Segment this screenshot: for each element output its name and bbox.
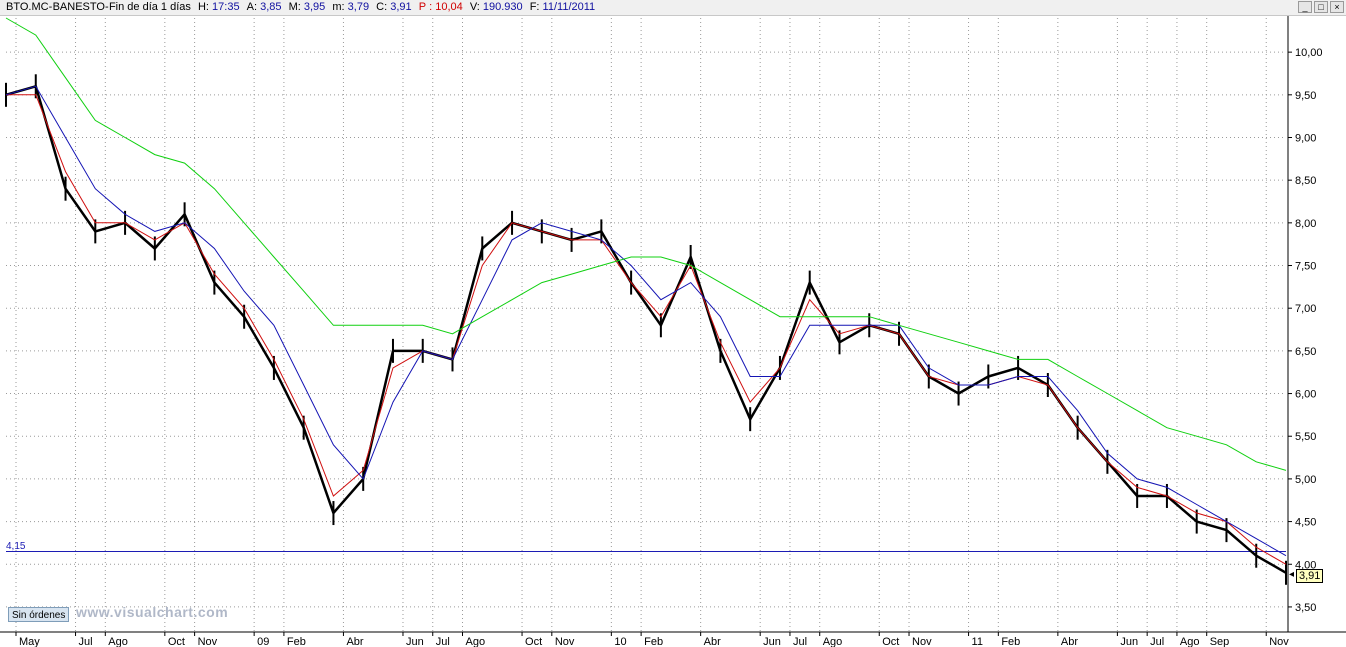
x-tick-label: May xyxy=(19,636,40,647)
y-tick-label: 4,00 xyxy=(1295,559,1316,571)
timeframe-label: Fin de día 1 días xyxy=(108,1,191,13)
series-ma_short-line xyxy=(6,94,1287,565)
last-price-arrow-icon: ◂ xyxy=(1289,569,1295,580)
x-tick-label: Feb xyxy=(287,636,306,647)
x-tick-label: Nov xyxy=(198,636,218,647)
close-button[interactable]: × xyxy=(1330,1,1344,13)
x-tick-label: 11 xyxy=(972,636,983,647)
x-tick-label: Ago xyxy=(108,636,128,647)
x-tick-label: Ago xyxy=(466,636,486,647)
x-tick-label: Abr xyxy=(1061,636,1078,647)
x-tick-label: Jun xyxy=(406,636,424,647)
x-tick-label: Jul xyxy=(1150,636,1164,647)
x-tick-label: Oct xyxy=(882,636,899,647)
x-tick-label: Jul xyxy=(436,636,450,647)
x-tick-label: Jul xyxy=(79,636,93,647)
x-tick-label: Nov xyxy=(1269,636,1289,647)
a-label: A: xyxy=(246,1,258,13)
m-label: M: xyxy=(288,1,301,13)
x-tick-label: Abr xyxy=(346,636,363,647)
a-value: 3,85 xyxy=(260,1,282,13)
x-tick-label: Feb xyxy=(644,636,663,647)
x-tick-label: Jun xyxy=(763,636,781,647)
x-tick-label: 10 xyxy=(614,636,626,647)
chart-titlebar: BTO.MC - BANESTO - Fin de día 1 días H: … xyxy=(0,0,1346,16)
x-tick-label: Jul xyxy=(793,636,807,647)
y-tick-label: 9,00 xyxy=(1295,132,1316,144)
sin-ordenes-button[interactable]: Sin órdenes xyxy=(8,607,70,622)
v-value: 190.930 xyxy=(482,1,523,13)
p-value: 10,04 xyxy=(435,1,463,13)
x-tick-label: Sep xyxy=(1210,636,1230,647)
series-price-line xyxy=(5,85,1287,574)
m-value: 3,95 xyxy=(303,1,326,13)
c-label: C: xyxy=(376,1,388,13)
y-tick-label: 5,50 xyxy=(1295,431,1316,443)
h-value: 17:35 xyxy=(212,1,240,13)
mn-value: 3,79 xyxy=(347,1,370,13)
series-ma_medium-line xyxy=(5,85,1287,557)
name-label: BANESTO xyxy=(52,1,105,13)
watermark: www.visualchart.com xyxy=(76,604,229,620)
y-tick-label: 5,00 xyxy=(1295,474,1316,486)
x-tick-label: Nov xyxy=(555,636,575,647)
x-tick-label: Abr xyxy=(704,636,721,647)
price-chart[interactable]: 10,00 9,50 9,00 8,50 8,00 7,50 7,00 6,50 6,00 5,5… xyxy=(0,16,1346,647)
x-tick-label: 09 xyxy=(257,636,269,647)
last-price-tag: 3,91 xyxy=(1296,569,1324,583)
p-label: P xyxy=(418,1,427,13)
y-tick-label: 7,00 xyxy=(1295,303,1316,315)
x-tick-label: Nov xyxy=(912,636,932,647)
f-label: F: xyxy=(529,1,540,13)
y-tick-label: 6,50 xyxy=(1295,346,1316,358)
h-label: H: xyxy=(197,1,209,13)
y-tick-label: 8,00 xyxy=(1295,218,1316,230)
y-tick-label: 4,50 xyxy=(1295,517,1316,529)
c-value: 3,91 xyxy=(390,1,412,13)
x-tick-label: Ago xyxy=(1180,636,1200,647)
maximize-button[interactable]: □ xyxy=(1314,1,1328,13)
y-tick-label: 7,50 xyxy=(1295,261,1316,273)
y-tick-label: 8,50 xyxy=(1295,175,1316,187)
window-buttons: _ □ × xyxy=(1298,0,1344,15)
symbol-label: BTO.MC xyxy=(6,1,49,13)
x-tick-label: Feb xyxy=(1001,636,1020,647)
mn-label: m: xyxy=(332,1,345,13)
y-tick-label: 6,00 xyxy=(1295,389,1316,401)
x-tick-label: Ago xyxy=(823,636,843,647)
y-tick-label: 9,50 xyxy=(1295,90,1316,102)
f-value: 11/11/2011 xyxy=(542,1,596,13)
minimize-button[interactable]: _ xyxy=(1298,1,1312,13)
y-tick-label: 3,50 xyxy=(1295,602,1316,614)
series-ma_long-line xyxy=(5,17,1287,471)
y-tick-label: 10,00 xyxy=(1295,47,1323,59)
x-tick-label: Oct xyxy=(525,636,542,647)
x-tick-label: Jun xyxy=(1120,636,1138,647)
v-label: V: xyxy=(469,1,480,13)
x-tick-label: Oct xyxy=(168,636,185,647)
support-level-label: 4,15 xyxy=(6,541,26,552)
